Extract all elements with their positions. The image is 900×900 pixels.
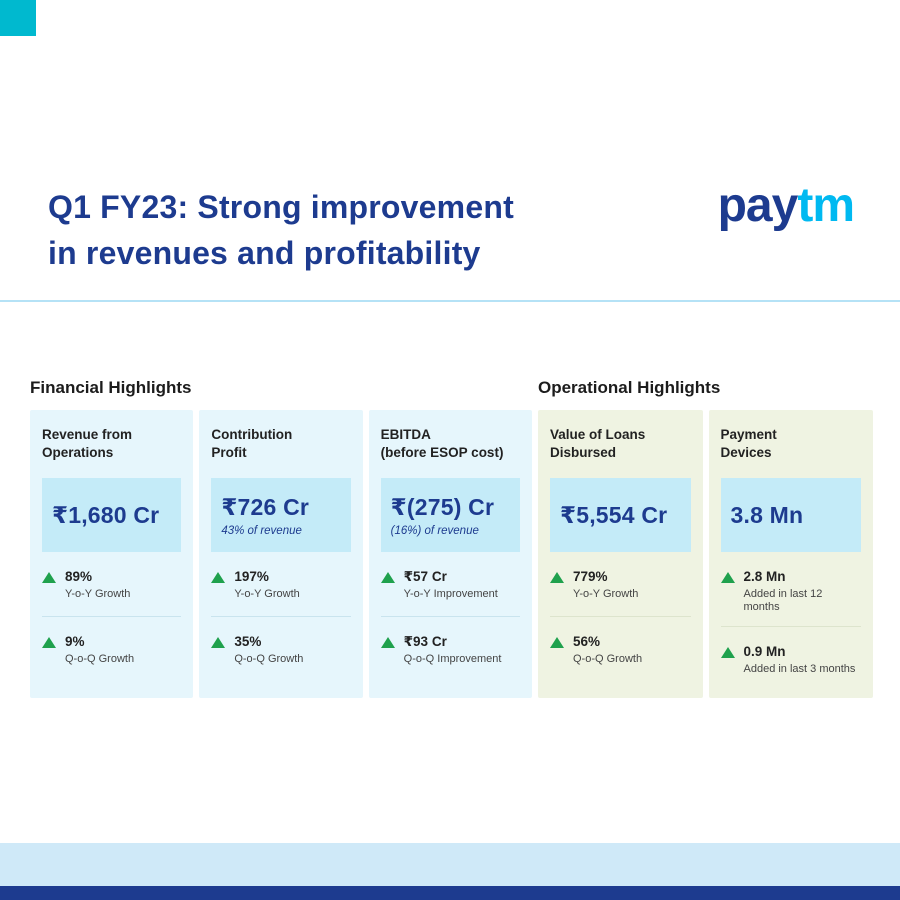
page-title: Q1 FY23: Strong improvement in revenues … bbox=[48, 184, 514, 276]
metric-value: 2.8 Mn bbox=[743, 569, 786, 584]
metric-row: 56% Q-o-Q Growth bbox=[550, 635, 691, 669]
metric-divider bbox=[720, 626, 861, 627]
page-title-line1: Q1 FY23: Strong improvement bbox=[48, 189, 514, 225]
metric-label: Q-o-Q Growth bbox=[573, 653, 643, 665]
paytm-logo: paytm bbox=[717, 179, 855, 232]
paytm-logo-tm: tm bbox=[797, 179, 855, 232]
highlights-sections: Financial Highlights Revenue from Operati… bbox=[30, 378, 873, 698]
card-title: Contribution Profit bbox=[211, 427, 293, 460]
card-title: Payment Devices bbox=[720, 427, 777, 460]
metric-text: 89% Y-o-Y Growth bbox=[65, 570, 130, 601]
card-value: ₹5,554 Cr bbox=[560, 501, 668, 528]
metric-card: EBITDA (before ESOP cost) ₹(275) Cr (16%) … bbox=[368, 410, 532, 698]
up-triangle-icon bbox=[380, 572, 395, 583]
metric-row: ₹57 Cr Y-o-Y Improvement bbox=[380, 570, 520, 604]
card-value: ₹1,680 Cr bbox=[52, 501, 160, 528]
section-heading-financial: Financial Highlights bbox=[30, 378, 192, 397]
card-title: Revenue from Operations bbox=[42, 427, 133, 460]
metric-row: 197% Y-o-Y Growth bbox=[211, 570, 350, 604]
metric-divider bbox=[211, 616, 351, 617]
metric-value: ₹93 Cr bbox=[403, 634, 447, 649]
card-value-box: ₹726 Cr 43% of revenue bbox=[211, 478, 351, 552]
card-value-subtext: (16%) of revenue bbox=[390, 524, 479, 537]
card-value: ₹726 Cr bbox=[221, 493, 310, 520]
metric-value: 779% bbox=[573, 569, 608, 584]
metric-divider bbox=[550, 616, 691, 617]
card-value-box: ₹(275) Cr (16%) of revenue bbox=[380, 478, 520, 552]
metric-text: 2.8 Mn Added in last 12 months bbox=[744, 570, 856, 614]
metric-label: Y-o-Y Growth bbox=[65, 588, 131, 600]
metric-text: 779% Y-o-Y Growth bbox=[573, 570, 638, 601]
metric-label: Y-o-Y Improvement bbox=[403, 588, 498, 600]
metric-row: 2.8 Mn Added in last 12 months bbox=[720, 570, 862, 614]
up-triangle-icon bbox=[380, 637, 395, 648]
metric-label: Q-o-Q Growth bbox=[65, 653, 135, 665]
metric-row: 9% Q-o-Q Growth bbox=[42, 635, 181, 669]
card-value-box: ₹5,554 Cr bbox=[550, 478, 691, 552]
metric-value: 197% bbox=[234, 569, 269, 584]
up-triangle-icon bbox=[42, 637, 56, 648]
page-title-line2: in revenues and profitability bbox=[48, 235, 481, 271]
footer-band-light bbox=[0, 843, 900, 886]
card-row-operational: Value of Loans Disbursed ₹5,554 Cr 779% Y-o… bbox=[538, 410, 873, 698]
metric-card: Revenue from Operations ₹1,680 Cr 89% Y-o-Y… bbox=[30, 410, 194, 698]
metric-text: 197% Y-o-Y Growth bbox=[234, 570, 299, 601]
metric-label: Q-o-Q Growth bbox=[234, 653, 304, 665]
up-triangle-icon bbox=[720, 647, 735, 658]
metric-value: 9% bbox=[65, 634, 85, 649]
metric-value: 89% bbox=[65, 569, 93, 584]
metric-value: 56% bbox=[573, 634, 601, 649]
metric-row: ₹93 Cr Q-o-Q Improvement bbox=[380, 635, 520, 669]
corner-accent-square bbox=[0, 0, 36, 36]
header-divider-line bbox=[0, 300, 900, 302]
metric-text: 9% Q-o-Q Growth bbox=[65, 635, 134, 666]
up-triangle-icon bbox=[42, 572, 56, 583]
metric-row: 779% Y-o-Y Growth bbox=[550, 570, 691, 604]
up-triangle-icon bbox=[211, 572, 226, 583]
metric-value: 35% bbox=[234, 634, 262, 649]
card-value-box: ₹1,680 Cr bbox=[42, 478, 182, 552]
card-value-box: 3.8 Mn bbox=[720, 478, 861, 552]
metric-text: ₹93 Cr Q-o-Q Improvement bbox=[404, 635, 502, 666]
card-title: Value of Loans Disbursed bbox=[550, 427, 646, 460]
section-financial: Financial Highlights Revenue from Operati… bbox=[30, 378, 532, 698]
card-row-financial: Revenue from Operations ₹1,680 Cr 89% Y-o-Y… bbox=[30, 410, 532, 698]
metric-divider bbox=[42, 616, 182, 617]
card-value: 3.8 Mn bbox=[730, 501, 804, 528]
up-triangle-icon bbox=[550, 637, 564, 648]
up-triangle-icon bbox=[550, 572, 564, 583]
metric-card: Contribution Profit ₹726 Cr 43% of revenue… bbox=[199, 410, 363, 698]
metric-row: 89% Y-o-Y Growth bbox=[42, 570, 181, 604]
section-heading-operational: Operational Highlights bbox=[538, 378, 721, 397]
card-value-subtext: 43% of revenue bbox=[221, 524, 302, 537]
section-operational: Operational Highlights Value of Loans Dis… bbox=[538, 378, 873, 698]
footer-band-dark bbox=[0, 886, 900, 900]
metric-text: 0.9 Mn Added in last 3 months bbox=[744, 645, 856, 676]
metric-text: 35% Q-o-Q Growth bbox=[234, 635, 303, 666]
metric-card: Value of Loans Disbursed ₹5,554 Cr 779% Y-o… bbox=[538, 410, 703, 698]
card-value: ₹(275) Cr bbox=[390, 493, 495, 520]
metric-value: ₹57 Cr bbox=[403, 569, 447, 584]
metric-text: ₹57 Cr Y-o-Y Improvement bbox=[404, 570, 498, 601]
metric-card: Payment Devices 3.8 Mn 2.8 Mn Added in last… bbox=[708, 410, 873, 698]
up-triangle-icon bbox=[211, 637, 226, 648]
metric-text: 56% Q-o-Q Growth bbox=[573, 635, 642, 666]
metric-value: 0.9 Mn bbox=[743, 644, 786, 659]
metric-row: 0.9 Mn Added in last 3 months bbox=[720, 645, 862, 679]
paytm-logo-pay: pay bbox=[717, 179, 799, 232]
metric-label: Y-o-Y Growth bbox=[234, 588, 300, 600]
card-title: EBITDA (before ESOP cost) bbox=[380, 427, 504, 460]
metric-divider bbox=[380, 616, 520, 617]
metric-label: Added in last 12 months bbox=[743, 588, 823, 613]
metric-label: Y-o-Y Growth bbox=[573, 588, 639, 600]
metric-row: 35% Q-o-Q Growth bbox=[211, 635, 350, 669]
metric-label: Added in last 3 months bbox=[743, 663, 856, 675]
up-triangle-icon bbox=[720, 572, 735, 583]
metric-label: Q-o-Q Improvement bbox=[403, 653, 502, 665]
